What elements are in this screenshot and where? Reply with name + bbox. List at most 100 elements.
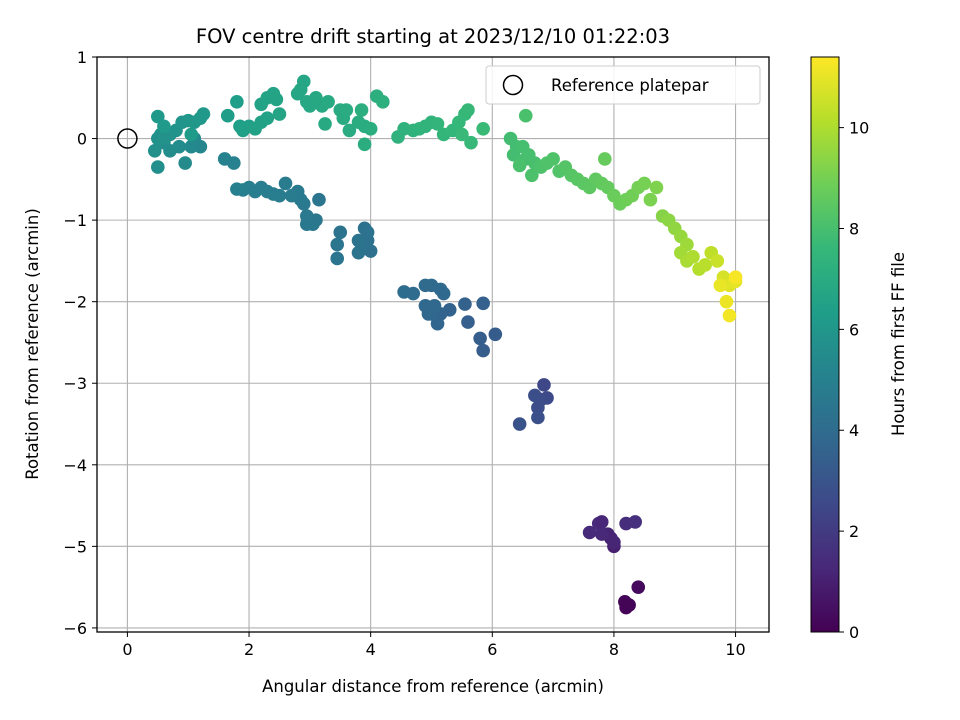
data-point [710, 254, 725, 268]
data-point [376, 95, 390, 109]
data-point [728, 270, 743, 285]
data-point [318, 117, 332, 131]
data-point [278, 176, 293, 191]
data-point [178, 156, 192, 170]
data-point [284, 188, 299, 203]
x-tick-label: 10 [725, 640, 745, 659]
data-point [525, 168, 539, 183]
data-point [643, 192, 658, 207]
y-tick-label: −1 [63, 211, 87, 230]
data-point [260, 111, 275, 125]
legend: Reference platepar [485, 65, 761, 105]
colorbar-tick-label: 8 [849, 219, 859, 238]
y-tick-label: −5 [63, 537, 87, 556]
data-point [300, 209, 314, 223]
data-point [546, 152, 560, 166]
data-point [184, 139, 199, 154]
x-tick-label: 6 [487, 640, 497, 659]
data-point [184, 127, 199, 142]
colorbar-tick-label: 10 [849, 119, 869, 138]
data-point [230, 95, 244, 109]
colorbar-tick-label: 4 [849, 421, 859, 440]
data-point [476, 121, 490, 136]
data-point [512, 417, 527, 431]
data-point [512, 158, 527, 173]
data-point [607, 535, 621, 550]
data-point [220, 108, 235, 123]
data-point [418, 278, 433, 293]
data-point [628, 515, 643, 529]
data-point [436, 286, 451, 301]
chart-title: FOV centre drift starting at 2023/12/10 … [196, 25, 670, 48]
data-point [649, 180, 664, 195]
plot-frame [96, 56, 770, 633]
data-point [430, 117, 445, 131]
data-point [296, 74, 311, 89]
data-point [397, 285, 411, 299]
x-axis-label: Angular distance from reference (arcmin) [262, 677, 604, 696]
data-point [461, 315, 475, 329]
data-point [269, 92, 284, 107]
data-point [506, 148, 521, 162]
data-point [339, 103, 354, 117]
data-point [476, 343, 490, 358]
data-point [537, 378, 551, 392]
data-point [594, 515, 609, 529]
data-point [473, 331, 487, 346]
data-point [333, 225, 348, 240]
y-tick-label: −3 [63, 374, 87, 393]
data-point [594, 527, 609, 541]
data-point [458, 297, 472, 311]
colorbar: 0 2 4 6 8 10 Hours from first FF file [810, 56, 908, 642]
data-point [531, 410, 545, 425]
data-point [363, 121, 378, 136]
colorbar-label: Hours from first FF file [889, 252, 908, 436]
data-point [598, 152, 612, 166]
data-point [719, 294, 734, 309]
data-point [461, 103, 475, 117]
data-point [342, 123, 357, 138]
data-point [357, 137, 372, 152]
data-point [196, 107, 211, 121]
legend-label: Reference platepar [551, 76, 709, 95]
colorbar-tick-label: 2 [849, 522, 859, 541]
data-point [354, 103, 369, 117]
data-point [631, 580, 646, 594]
data-point [351, 245, 366, 260]
data-point [488, 327, 503, 342]
data-point [157, 119, 171, 134]
y-tick-label: −4 [63, 456, 87, 475]
data-point [272, 107, 287, 121]
legend-box [485, 65, 761, 105]
data-points [147, 74, 743, 615]
data-point [713, 278, 728, 293]
data-point [217, 152, 232, 166]
data-point [518, 108, 533, 123]
y-tick-label: 1 [77, 48, 87, 67]
colorbar-gradient [810, 56, 840, 633]
data-point [464, 135, 478, 150]
data-point [312, 192, 326, 207]
data-point [147, 143, 162, 158]
data-point [330, 237, 345, 252]
x-tick-label: 2 [244, 640, 254, 659]
data-point [151, 160, 165, 174]
y-tick-label: −2 [63, 293, 87, 312]
data-point [528, 388, 542, 403]
reference-platepar-marker [117, 128, 138, 149]
y-tick-label: −6 [63, 619, 87, 638]
grid-lines [97, 56, 769, 632]
data-point [430, 316, 445, 331]
data-point [351, 233, 366, 248]
data-point [455, 127, 469, 142]
colorbar-tick-label: 0 [849, 623, 859, 642]
data-point [618, 595, 632, 609]
data-point [698, 258, 712, 272]
data-point [151, 109, 165, 124]
data-point [637, 176, 652, 191]
data-point [230, 182, 244, 196]
data-point [360, 225, 375, 240]
y-axis-label: Rotation from reference (arcmin) [23, 208, 42, 480]
data-point [427, 298, 442, 313]
